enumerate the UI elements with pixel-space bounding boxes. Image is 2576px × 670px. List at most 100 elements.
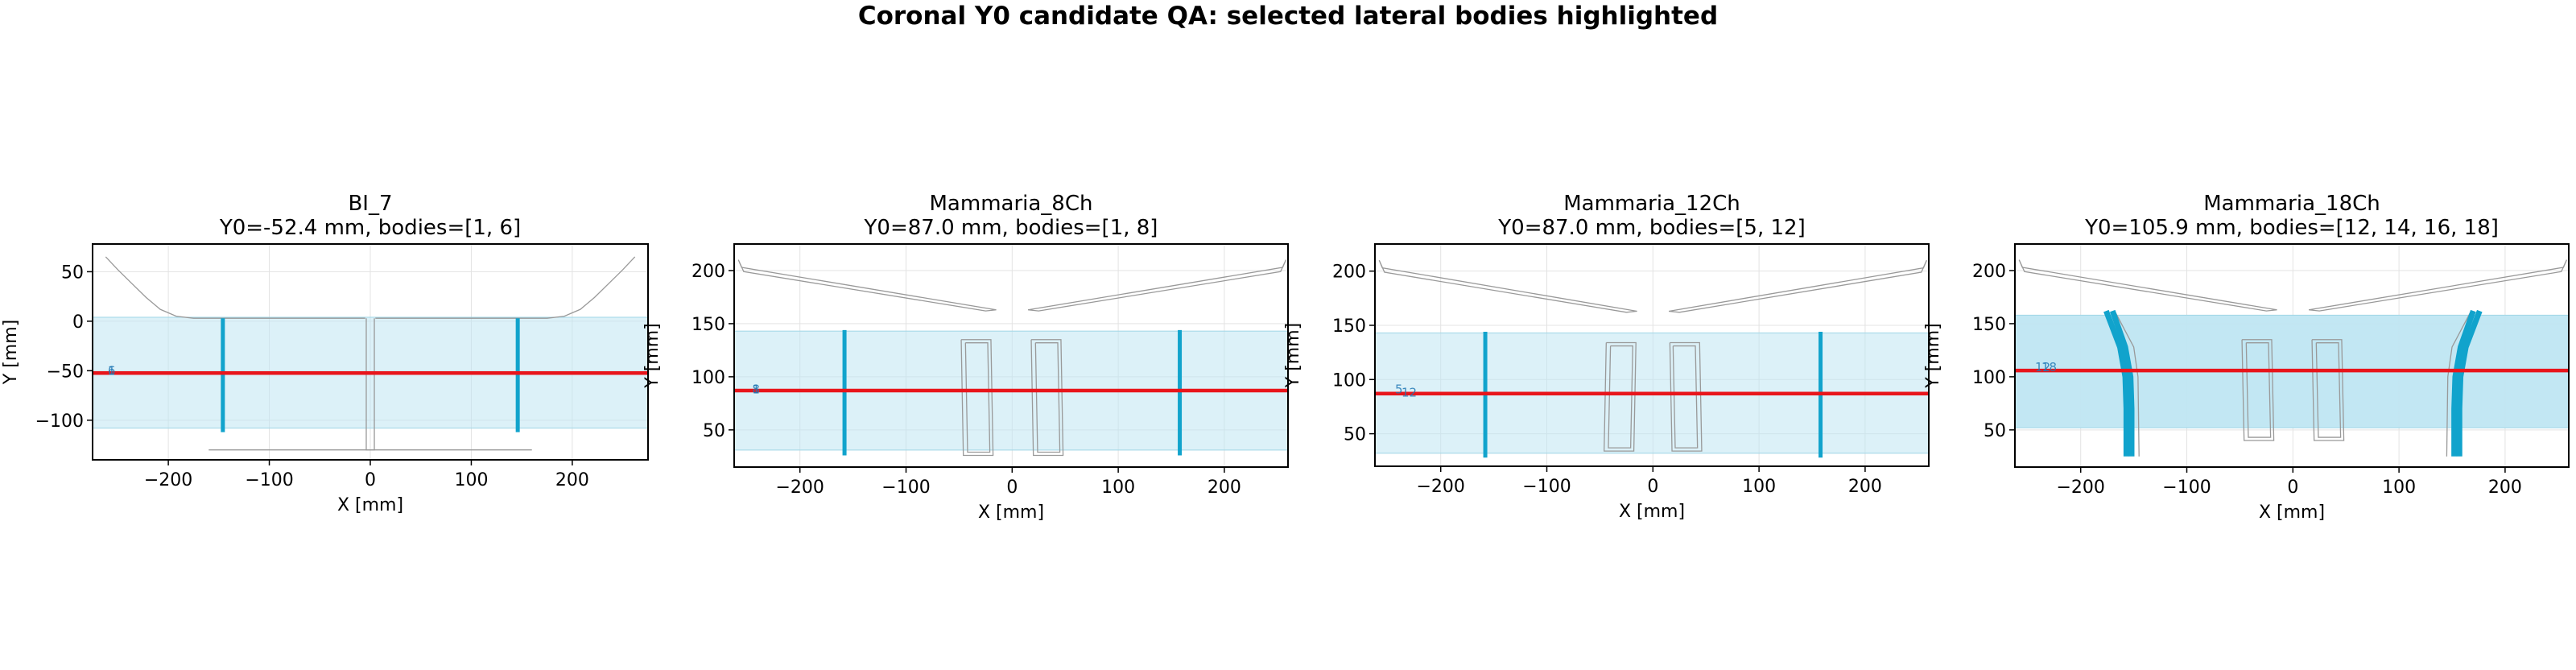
body-outline (2311, 339, 2345, 441)
x-axis-label: X [mm] (2259, 502, 2325, 523)
x-tick-label: −200 (1416, 477, 1464, 497)
x-tick-label: 200 (555, 470, 589, 490)
subplot-panels: BI_7Y0=-52.4 mm, bodies=[1, 6]61−200 −100… (1, 192, 2570, 523)
highlighted-body-16 (2451, 309, 2476, 457)
body-outline (1608, 345, 1633, 449)
body-outline (105, 256, 365, 319)
x-tick-label: 0 (1647, 477, 1658, 497)
x-tick-label: 0 (365, 470, 376, 490)
body-outline (1669, 341, 1703, 452)
y-tick-label: −50 (47, 362, 84, 382)
x-tick-label: 200 (2488, 478, 2522, 498)
y-tick-label: 100 (1972, 368, 2006, 388)
x-tick-label: 100 (2382, 478, 2416, 498)
y-tick-label: 200 (1332, 263, 1366, 283)
body-outline (964, 342, 991, 453)
highlighted-body-18 (2456, 309, 2483, 457)
x-tick-label: 200 (1208, 478, 1241, 498)
y-tick-label: 150 (1332, 316, 1366, 337)
body-outline (1668, 259, 1927, 313)
y-tick-label: 0 (72, 312, 84, 333)
x-tick-label: −100 (245, 470, 293, 490)
x-tick-label: 100 (1101, 478, 1135, 498)
subplot-title: BI_7 (348, 192, 392, 216)
body-outline (960, 339, 994, 457)
body-outline (2308, 259, 2567, 312)
y-tick-label: 150 (1972, 315, 2006, 335)
subplot-title: Mammaria_18Ch (2203, 192, 2380, 216)
y-tick-label: 150 (691, 315, 725, 335)
body-outline (2245, 342, 2272, 438)
body-outline (737, 259, 997, 312)
subplot-subtitle: Y0=105.9 mm, bodies=[12, 14, 16, 18] (2084, 216, 2499, 240)
x-axis-label: X [mm] (978, 502, 1044, 523)
y-tick-label: 50 (1344, 425, 1366, 445)
body-outline (1030, 339, 1064, 457)
y-tick-label: 100 (691, 368, 725, 388)
subplot-subtitle: Y0=87.0 mm, bodies=[1, 8] (864, 216, 1158, 240)
subplot-subtitle: Y0=-52.4 mm, bodies=[1, 6] (219, 216, 521, 240)
x-axis-label: X [mm] (1619, 502, 1685, 522)
x-tick-label: −100 (2162, 478, 2211, 498)
x-tick-label: 100 (454, 470, 488, 490)
body-number-label: 6 (108, 363, 116, 378)
plot-area: 61 (93, 244, 648, 460)
y-tick-label: 200 (1972, 262, 2006, 282)
y-tick-label: 200 (691, 262, 725, 282)
body-outline (2315, 342, 2342, 438)
y-axis-label: Y [mm] (1, 320, 21, 385)
body-number-label: 12 (1402, 385, 1417, 399)
subplot-title: Mammaria_8Ch (930, 192, 1093, 216)
x-tick-label: 200 (1848, 477, 1882, 497)
highlighted-body-12 (2103, 309, 2129, 457)
body-outline (2114, 310, 2140, 457)
axes-frame (1374, 243, 1930, 467)
body-outline (375, 256, 636, 319)
body-outline (2018, 259, 2277, 312)
subplot-title: Mammaria_12Ch (1563, 192, 1740, 216)
plot-area: 512 (1375, 244, 1929, 466)
x-tick-label: −100 (1522, 477, 1571, 497)
y-axis-label: Y [mm] (1923, 323, 1943, 388)
highlighted-body-14 (2109, 309, 2135, 457)
figure-title: Coronal Y0 candidate QA: selected latera… (858, 2, 1718, 31)
axes-frame (733, 243, 1289, 468)
body-outline (1604, 341, 1637, 452)
x-tick-label: 100 (1742, 477, 1776, 497)
body-outline (1378, 259, 1637, 313)
y-tick-label: 100 (1332, 370, 1366, 391)
body-outline (2446, 310, 2472, 457)
y-tick-label: 50 (703, 421, 725, 441)
x-axis-label: X [mm] (337, 495, 403, 515)
plot-area: 81 (734, 244, 1288, 467)
body-number-label: 18 (2041, 360, 2057, 374)
x-tick-label: 0 (1006, 478, 1018, 498)
axes-frame (2014, 243, 2570, 468)
body-outline (2241, 339, 2275, 441)
y-tick-label: 50 (1984, 421, 2006, 441)
y-tick-label: 50 (61, 263, 84, 283)
body-number-label: 8 (752, 383, 760, 397)
body-number-label: 1 (108, 363, 116, 378)
x-tick-label: 0 (2287, 478, 2298, 498)
subplot-subtitle: Y0=87.0 mm, bodies=[5, 12] (1497, 216, 1805, 240)
body-outline (1034, 342, 1061, 453)
x-tick-label: −100 (881, 478, 930, 498)
body-outline (1672, 345, 1699, 449)
x-tick-label: −200 (775, 478, 824, 498)
y-axis-label: Y [mm] (642, 323, 663, 388)
x-tick-label: −200 (144, 470, 192, 490)
y-axis-label: Y [mm] (1283, 323, 1303, 388)
body-number-label: 12 (2035, 360, 2050, 374)
body-number-label: 1 (752, 383, 760, 397)
y-tick-label: −100 (35, 412, 84, 432)
body-outline (1027, 259, 1286, 312)
body-number-label: 5 (1395, 382, 1403, 396)
x-tick-label: −200 (2056, 478, 2104, 498)
subplot-1: BI_7Y0=-52.4 mm, bodies=[1, 6] 61 −200 −100… (1, 192, 649, 515)
